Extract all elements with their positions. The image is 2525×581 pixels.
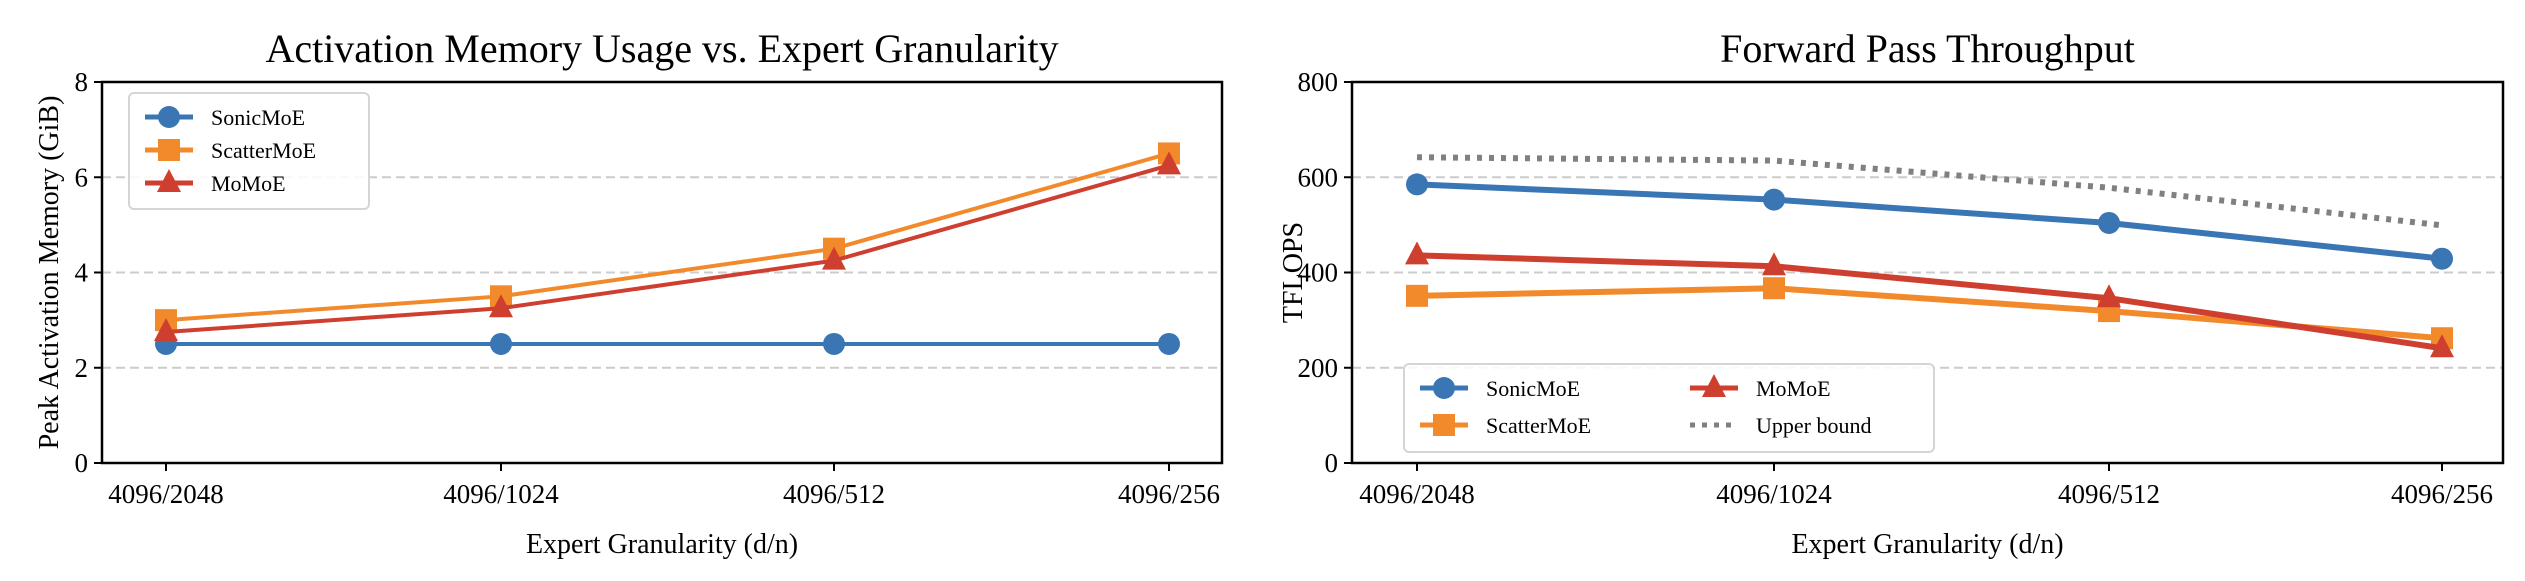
legend-marker — [158, 106, 180, 128]
legend-label: ScatterMoE — [1486, 413, 1591, 438]
series-line — [1416, 285, 2443, 342]
legend: SonicMoE ScatterMoE MoMoE — [128, 92, 370, 210]
data-point — [1763, 188, 1785, 211]
legend-frame — [128, 92, 370, 210]
series-scattermoe — [1406, 277, 2453, 350]
data-point — [1405, 241, 1429, 265]
chart-1: 0 2 4 6 8 4096/2048 4096/1024 4096/512 4096/256 A… — [34, 26, 1224, 560]
x-tick-label: 4096/1024 — [1716, 479, 1832, 509]
legend: SonicMoE ScatterMoE MoMoE Upper bound — [1403, 363, 1935, 453]
x-tick-label: 4096/2048 — [108, 479, 224, 509]
series-line — [165, 151, 1170, 323]
x-axis-label: Expert Granularity (d/n) — [526, 529, 798, 560]
data-point — [1762, 252, 1786, 276]
data-point — [490, 332, 512, 355]
y-tick-label: 0 — [1325, 448, 1339, 478]
legend-marker — [158, 139, 180, 161]
data-point — [1157, 151, 1181, 175]
legend-label: MoMoE — [1756, 376, 1831, 401]
axes-frame — [1350, 80, 2505, 465]
data-point — [822, 246, 846, 270]
x-axis-label: Expert Granularity (d/n) — [1791, 529, 2063, 560]
data-point — [2097, 284, 2121, 308]
data-point — [154, 318, 178, 342]
x-tick-label: 4096/512 — [783, 479, 885, 509]
y-tick-label: 800 — [1298, 67, 1339, 97]
y-tick-label: 6 — [75, 162, 89, 192]
data-point — [2430, 334, 2454, 358]
y-tick-label: 8 — [75, 67, 89, 97]
series-sonicmoe — [1406, 173, 2453, 270]
data-point — [1406, 284, 1428, 307]
y-tick-label: 0 — [75, 448, 89, 478]
data-point — [2431, 247, 2453, 270]
legend-label: SonicMoE — [1486, 376, 1580, 401]
legend-label: Upper bound — [1756, 413, 1871, 438]
x-tick-label: 4096/2048 — [1359, 479, 1475, 509]
y-tick-label: 200 — [1298, 353, 1339, 383]
legend-marker — [1702, 374, 1726, 397]
x-tick-label: 4096/512 — [2058, 479, 2160, 509]
data-point — [1158, 332, 1180, 355]
data-point — [823, 332, 845, 355]
x-tick-label: 4096/1024 — [443, 479, 559, 509]
legend-marker — [1433, 377, 1455, 399]
legend-label: ScatterMoE — [211, 138, 316, 163]
legend-marker — [157, 169, 181, 192]
series-momoe — [154, 151, 1181, 342]
y-tick-label: 400 — [1298, 258, 1339, 288]
y-tick-label: 600 — [1298, 162, 1339, 192]
data-point — [2098, 211, 2120, 234]
legend-frame — [1403, 363, 1935, 453]
x-tick-label: 4096/256 — [2391, 479, 2493, 509]
series-sonicmoe — [155, 332, 1180, 355]
data-point — [1406, 173, 1428, 196]
y-axis-label: Peak Activation Memory (GiB) — [34, 96, 65, 450]
series-momoe — [1405, 241, 2454, 358]
series-line — [1416, 252, 2443, 352]
legend-label: MoMoE — [211, 171, 286, 196]
series-line — [1416, 181, 2443, 262]
data-point — [1763, 277, 1785, 300]
data-point — [489, 294, 513, 318]
y-tick-label: 2 — [75, 353, 89, 383]
series-line — [165, 163, 1170, 335]
legend-marker — [1433, 414, 1455, 436]
y-tick-label: 4 — [75, 258, 89, 288]
chart-title: Activation Memory Usage vs. Expert Granu… — [265, 26, 1058, 71]
chart-2: 0 200 400 600 800 4096/2048 4096/1024 4096/512 4… — [1278, 26, 2505, 560]
x-tick-label: 4096/256 — [1118, 479, 1220, 509]
y-axis-label: TFLOPS — [1278, 222, 1309, 323]
legend-label: SonicMoE — [211, 105, 305, 130]
axes-frame — [100, 80, 1224, 465]
chart-title: Forward Pass Throughput — [1720, 26, 2135, 71]
